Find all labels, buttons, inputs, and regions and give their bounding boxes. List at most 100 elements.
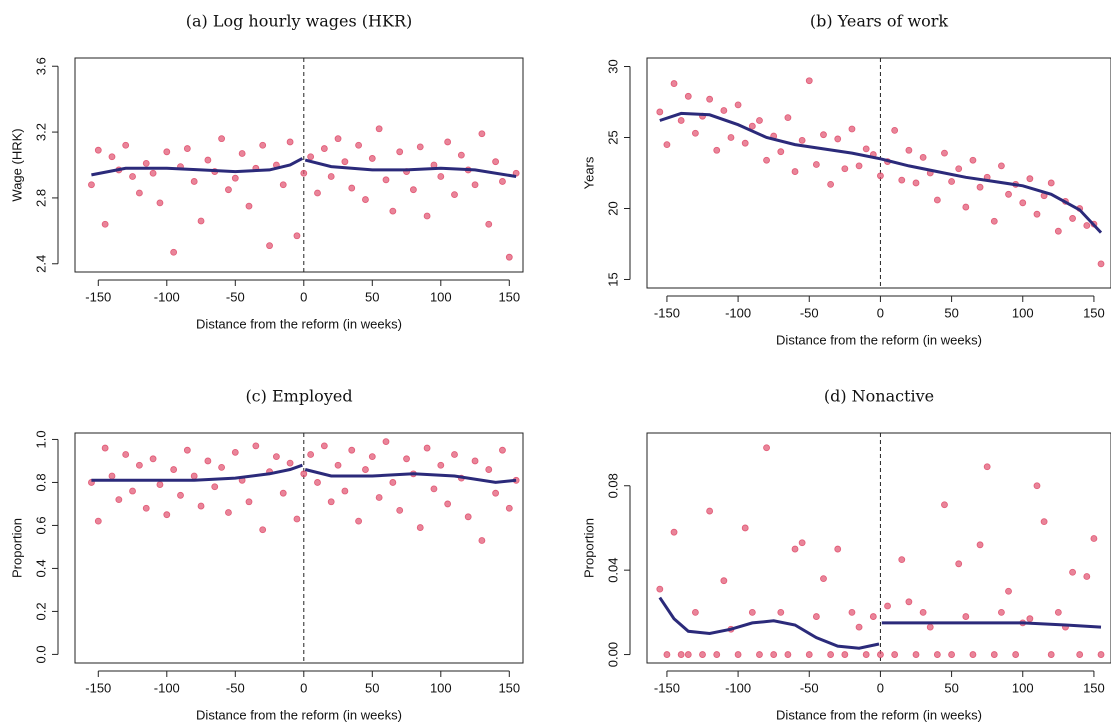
data-point [115,496,123,504]
data-point [259,141,267,149]
x-tick-label: -150 [654,305,680,320]
data-point [1083,573,1091,580]
data-point [720,107,728,114]
data-point [142,159,150,167]
data-point [734,651,742,658]
data-point [478,130,486,138]
data-point [763,156,770,164]
data-point [266,242,273,250]
data-point [798,136,806,144]
data-point [777,148,785,156]
data-point [204,156,212,164]
x-tick-label: 100 [1012,305,1034,320]
data-point [948,651,955,658]
data-point [129,487,136,495]
data-point [416,143,424,151]
data-point [396,506,404,514]
data-point [1076,651,1084,658]
panel: (a) Log hourly wages (HKR) Distance from … [9,12,524,331]
data-point [334,461,342,469]
x-tick-label: -100 [725,305,751,320]
data-point [1069,215,1076,222]
data-point [741,524,749,532]
data-point [94,146,102,154]
data-point [898,176,906,184]
data-point [827,180,835,188]
data-point [485,220,493,228]
fit-line [304,468,517,484]
data-point [855,162,863,170]
data-point [348,446,356,454]
data-point [1047,179,1055,187]
data-point [877,172,884,180]
data-point [362,466,369,473]
panel-title: (d) Nonactive [824,387,934,406]
x-tick-label: 50 [365,680,379,695]
data-point [492,158,499,166]
data-point [231,448,239,456]
data-point [101,220,109,228]
data-point [670,528,678,536]
x-tick-label: 50 [944,305,958,320]
data-point [770,651,778,658]
data-point [389,479,397,486]
fit-line [881,621,1102,629]
data-point [156,199,164,207]
data-point [1005,190,1012,198]
data-point [451,191,458,199]
data-point [300,169,308,177]
data-point [437,173,445,180]
data-point [457,151,465,159]
data-point [998,162,1005,170]
data-point [741,139,749,147]
data-point [362,196,369,203]
x-tick-label: 150 [1083,305,1105,320]
data-point [108,472,116,480]
data-point [713,146,721,154]
data-point [163,511,171,519]
data-point [919,608,927,616]
data-point [962,613,970,620]
y-tick-label: 0.6 [33,516,48,534]
x-tick-label: 0 [877,680,884,695]
data-point [314,189,321,197]
data-point [279,489,287,497]
data-point [382,438,390,445]
data-point [969,156,977,164]
y-tick-label: 15 [605,272,620,286]
x-tick-label: -50 [800,305,819,320]
data-point [784,114,792,122]
data-point [396,148,404,156]
data-point [848,125,856,133]
data-point [1026,175,1034,183]
data-point [884,602,891,610]
x-axis-label: Distance from the reform (in weeks) [776,707,982,722]
panel: (c) Employed Distance from the reform (in… [9,387,524,722]
data-point [820,575,827,582]
data-point [848,608,856,616]
y-tick-label: 3.6 [33,57,48,75]
x-tick-label: 150 [498,289,520,304]
x-tick-label: 150 [498,680,520,695]
data-point [108,153,116,161]
data-point [403,455,410,463]
data-point [142,504,150,512]
data-point [368,155,376,162]
x-tick-label: 150 [1083,680,1105,695]
x-tick-label: -150 [654,680,680,695]
panel: (b) Years of work Distance from the refor… [581,12,1111,347]
data-point [990,217,998,225]
x-tick-label: -50 [800,680,819,695]
data-point [1033,210,1041,218]
data-point [437,461,445,469]
data-point [891,127,899,134]
data-point [805,77,813,85]
fit-line [658,596,880,650]
x-tick-label: 0 [877,305,884,320]
data-point [998,608,1005,616]
data-point [1097,260,1105,268]
data-point [798,539,806,547]
data-point [355,141,362,149]
data-point [862,145,870,153]
